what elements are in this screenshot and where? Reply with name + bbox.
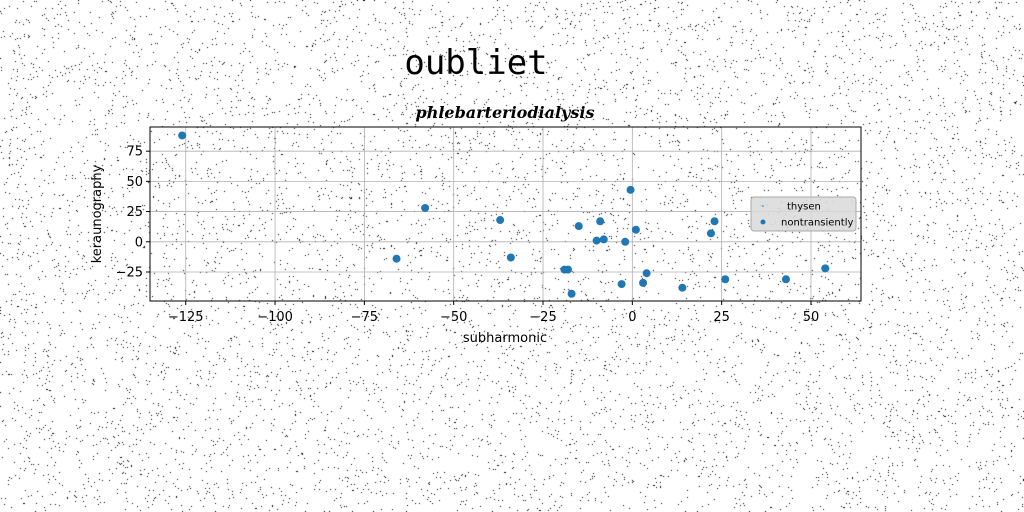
- x-tick-label: 0: [628, 310, 636, 325]
- data-point: [178, 131, 186, 139]
- legend-marker-nontransiently: [761, 220, 766, 225]
- data-point: [421, 204, 429, 212]
- data-point: [596, 217, 604, 225]
- data-point: [568, 290, 576, 298]
- data-point: [639, 279, 647, 287]
- x-axis-label: subharmonic: [463, 331, 547, 346]
- y-axis-label: keraunography: [90, 164, 105, 263]
- data-point: [627, 186, 635, 194]
- data-point: [643, 269, 651, 277]
- data-point: [782, 275, 790, 283]
- x-tick-label: 25: [713, 310, 730, 325]
- data-point: [707, 229, 715, 237]
- data-point: [721, 275, 729, 283]
- legend: thysen nontransiently: [751, 197, 856, 231]
- data-point: [618, 280, 626, 288]
- x-tick-label: −125: [168, 310, 204, 325]
- data-point: [575, 222, 583, 230]
- y-tick-label: 75: [126, 145, 143, 160]
- data-point: [711, 217, 719, 225]
- legend-label-thysen: thysen: [787, 202, 821, 213]
- data-point: [621, 238, 629, 246]
- data-point: [678, 284, 686, 292]
- data-point: [632, 226, 640, 234]
- x-tick-label: 50: [803, 310, 820, 325]
- x-tick-label: −75: [351, 310, 378, 325]
- x-tick-label: −50: [440, 310, 467, 325]
- data-point: [821, 264, 829, 272]
- data-points: [178, 131, 829, 297]
- data-point: [507, 254, 515, 262]
- figure-title: oubliet: [404, 43, 547, 83]
- data-point: [564, 266, 572, 274]
- data-point: [496, 216, 504, 224]
- data-point: [593, 237, 601, 245]
- legend-label-nontransiently: nontransiently: [781, 218, 853, 229]
- data-point: [600, 235, 608, 243]
- data-point: [393, 255, 401, 263]
- x-tick-label: −25: [529, 310, 556, 325]
- legend-marker-thysen: [762, 205, 764, 207]
- y-tick-label: 0: [135, 235, 143, 250]
- y-tick-label: 50: [126, 175, 143, 190]
- y-tick-label: −25: [116, 266, 143, 281]
- chart-title: phlebarteriodialysis: [416, 103, 595, 122]
- x-tick-label: −100: [257, 310, 293, 325]
- y-tick-label: 25: [126, 205, 143, 220]
